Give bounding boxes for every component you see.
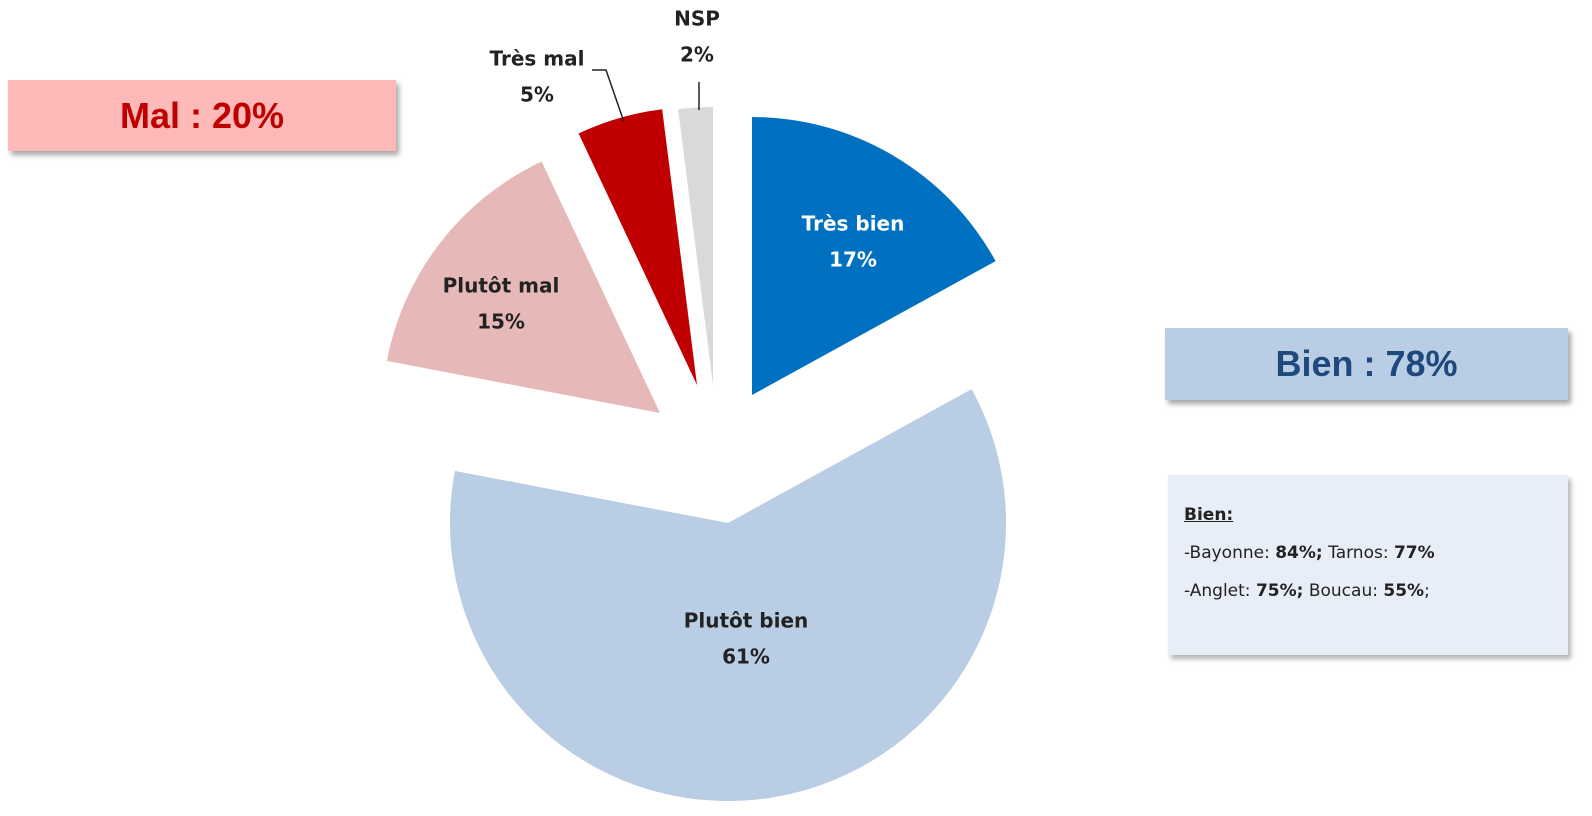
pie-slice [386,161,660,413]
details-text: Boucau: [1303,581,1384,601]
details-text: -Bayonne: [1184,543,1276,563]
pie-slice [449,389,1006,801]
details-value: 55% [1383,581,1425,601]
slice-category: Très mal [490,47,585,71]
pie-slice [578,109,697,386]
slice-value-label: 5% [520,83,554,107]
details-value: 75%; [1255,581,1304,601]
slice-category: Très bien [802,212,905,236]
pie-slice [752,117,996,395]
slice-value-label: 17% [829,248,877,272]
details-value: 77% [1393,543,1435,563]
slice-value-label: 61% [722,645,770,669]
pie-slice [678,107,713,385]
details-row: -Anglet: 75%; Boucau: 55%; [1184,581,1568,601]
details-box: Bien: -Bayonne: 84%; Tarnos: 77% -Anglet:… [1168,475,1568,655]
details-text: ; [1424,581,1430,601]
leader-line [592,69,625,123]
details-value: 84%; [1275,543,1323,563]
mal-summary: Mal : 20% [8,80,396,151]
slice-value-label: 15% [477,310,525,334]
details-text: -Anglet: [1184,581,1256,601]
details-row: -Bayonne: 84%; Tarnos: 77% [1184,543,1568,563]
details-title: Bien: [1184,505,1234,525]
slice-category: Plutôt bien [684,609,809,633]
slice-category: NSP [674,7,720,31]
slice-category: Plutôt mal [443,274,560,298]
slice-value-label: 2% [680,43,714,67]
bien-summary: Bien : 78% [1165,328,1568,400]
details-text: Tarnos: [1322,543,1394,563]
